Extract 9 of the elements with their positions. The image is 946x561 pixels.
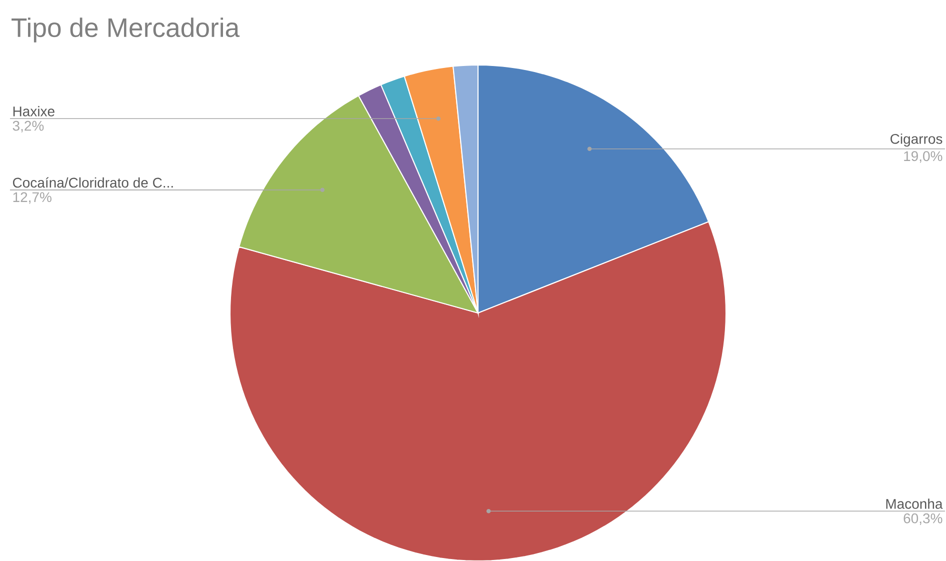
- data-label: 19,0%: [904, 151, 942, 163]
- slice-label: Maconha: [886, 498, 943, 509]
- data-label: 60,3%: [904, 513, 942, 525]
- slice-label: Cigarros: [890, 134, 942, 147]
- slice-label: Haxixe: [13, 106, 54, 116]
- chart-title: Tipo de Mercadoria: [12, 18, 240, 42]
- data-label: 3,2%: [12, 120, 44, 132]
- data-label: 12,7%: [13, 192, 52, 204]
- slice-label: Cocaína/Cloridrato de C...: [12, 177, 173, 188]
